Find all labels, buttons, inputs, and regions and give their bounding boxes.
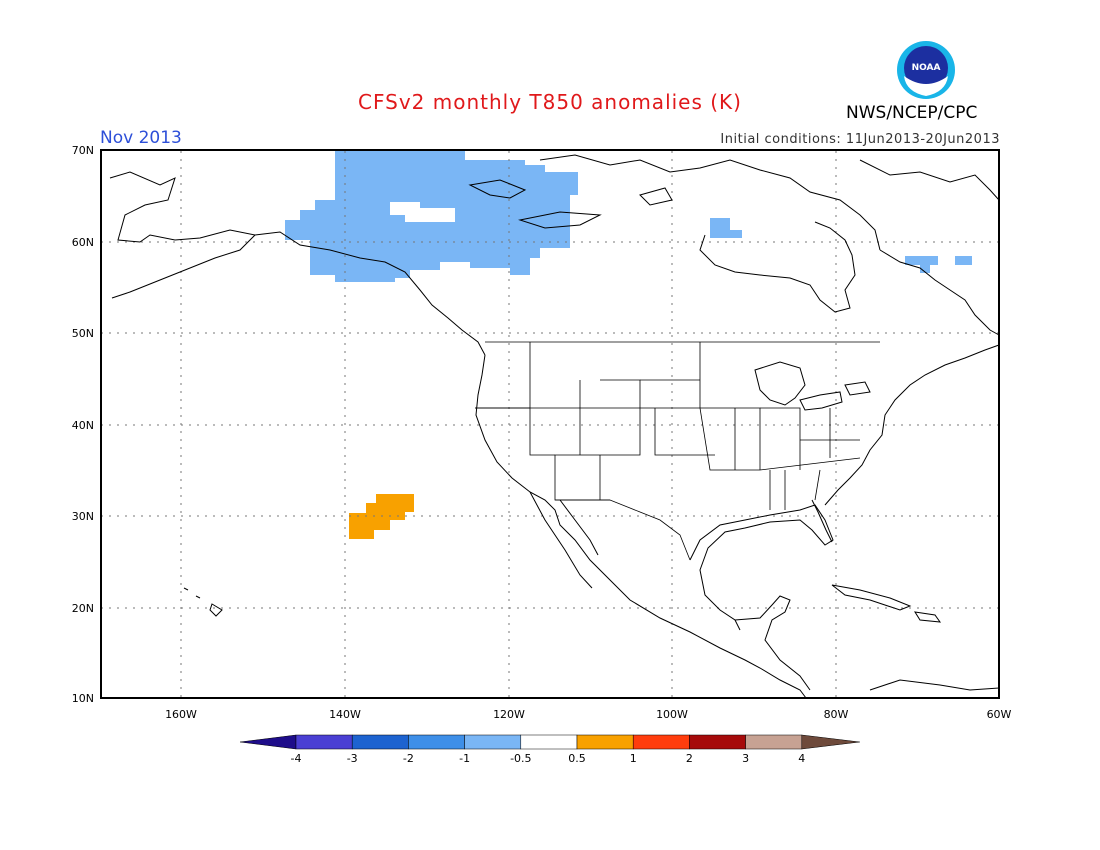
forecast-month: Nov 2013 bbox=[100, 128, 182, 148]
org-label: NWS/NCEP/CPC bbox=[846, 103, 978, 123]
negative-anomaly-labrador-2 bbox=[955, 256, 972, 265]
colorbar-label: 2 bbox=[686, 752, 693, 765]
lon-label: 120W bbox=[493, 708, 525, 721]
lon-label: 60W bbox=[987, 708, 1012, 721]
colorbar-label: 0.5 bbox=[568, 752, 586, 765]
lat-label: 70N bbox=[72, 144, 94, 157]
longitude-labels: 160W 140W 120W 100W 80W 60W bbox=[165, 708, 1011, 721]
colorbar-label: 1 bbox=[630, 752, 637, 765]
colorbar-arrow-low bbox=[239, 734, 297, 750]
lon-label: 100W bbox=[656, 708, 688, 721]
colorbar-swatch bbox=[408, 734, 465, 750]
lat-label: 60N bbox=[72, 236, 94, 249]
colorbar-arrow-high bbox=[801, 734, 860, 750]
colorbar: -4 -3 -2 -1 -0.5 0.5 1 2 3 4 bbox=[239, 734, 860, 765]
colorbar-label: -2 bbox=[403, 752, 414, 765]
initial-conditions: Initial conditions: 11Jun2013-20Jun2013 bbox=[720, 132, 1000, 147]
political-borders bbox=[475, 341, 880, 561]
colorbar-swatch bbox=[689, 734, 746, 750]
graticule bbox=[101, 151, 999, 698]
colorbar-swatch bbox=[745, 734, 803, 750]
lon-label: 140W bbox=[329, 708, 361, 721]
colorbar-label: 4 bbox=[798, 752, 805, 765]
colorbar-label: -4 bbox=[291, 752, 302, 765]
map-frame bbox=[100, 149, 1000, 699]
negative-anomaly-labrador-1 bbox=[905, 256, 938, 273]
colorbar-swatch bbox=[520, 734, 578, 750]
colorbar-swatch bbox=[632, 734, 690, 750]
colorbar-swatch bbox=[576, 734, 634, 750]
colorbar-swatch bbox=[464, 734, 522, 750]
colorbar-label: -0.5 bbox=[510, 752, 531, 765]
colorbar-swatch bbox=[295, 734, 353, 750]
negative-anomaly-hudson bbox=[710, 218, 742, 238]
latitude-labels: 70N 60N 50N 40N 30N 20N 10N bbox=[72, 144, 94, 705]
colorbar-swatch bbox=[351, 734, 409, 750]
colorbar-label: -3 bbox=[347, 752, 358, 765]
lat-label: 20N bbox=[72, 602, 94, 615]
map-title: CFSv2 monthly T850 anomalies (K) bbox=[358, 90, 742, 114]
lat-label: 30N bbox=[72, 510, 94, 523]
colorbar-label: 3 bbox=[742, 752, 749, 765]
anomaly-hole-alaska bbox=[390, 202, 455, 222]
colorbar-label: -1 bbox=[459, 752, 470, 765]
noaa-logo: NOAA bbox=[897, 41, 955, 99]
lon-label: 160W bbox=[165, 708, 197, 721]
lat-label: 40N bbox=[72, 419, 94, 432]
lat-label: 10N bbox=[72, 692, 94, 705]
lat-label: 50N bbox=[72, 327, 94, 340]
anomaly-shading bbox=[285, 150, 972, 539]
coastlines bbox=[109, 154, 1000, 699]
logo-text: NOAA bbox=[912, 63, 941, 73]
lon-label: 80W bbox=[824, 708, 849, 721]
